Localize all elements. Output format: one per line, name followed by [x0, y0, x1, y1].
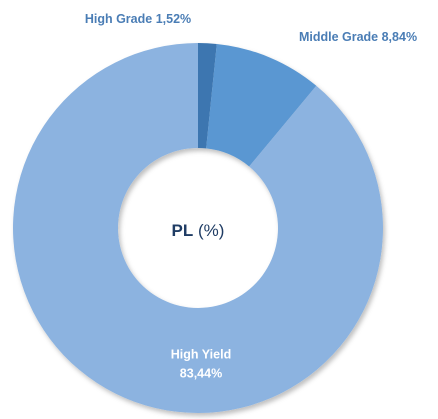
slice-label: Middle Grade 8,84% — [299, 30, 417, 44]
slice — [206, 43, 317, 167]
center-unit: (%) — [198, 221, 224, 240]
value-label: 8,84% — [382, 30, 417, 44]
slice — [198, 43, 217, 149]
donut — [13, 43, 384, 413]
value-label: 1,52% — [156, 12, 191, 26]
center-title: PL — [172, 221, 194, 240]
category-label: High Grade — [85, 12, 152, 26]
category-label: High Yield — [171, 347, 231, 361]
category-label: Middle Grade — [299, 30, 378, 44]
center-label: PL (%) — [172, 221, 225, 240]
slice-label: High Grade 1,52% — [85, 12, 191, 26]
value-label: 83,44% — [180, 366, 222, 380]
slice — [13, 43, 384, 413]
